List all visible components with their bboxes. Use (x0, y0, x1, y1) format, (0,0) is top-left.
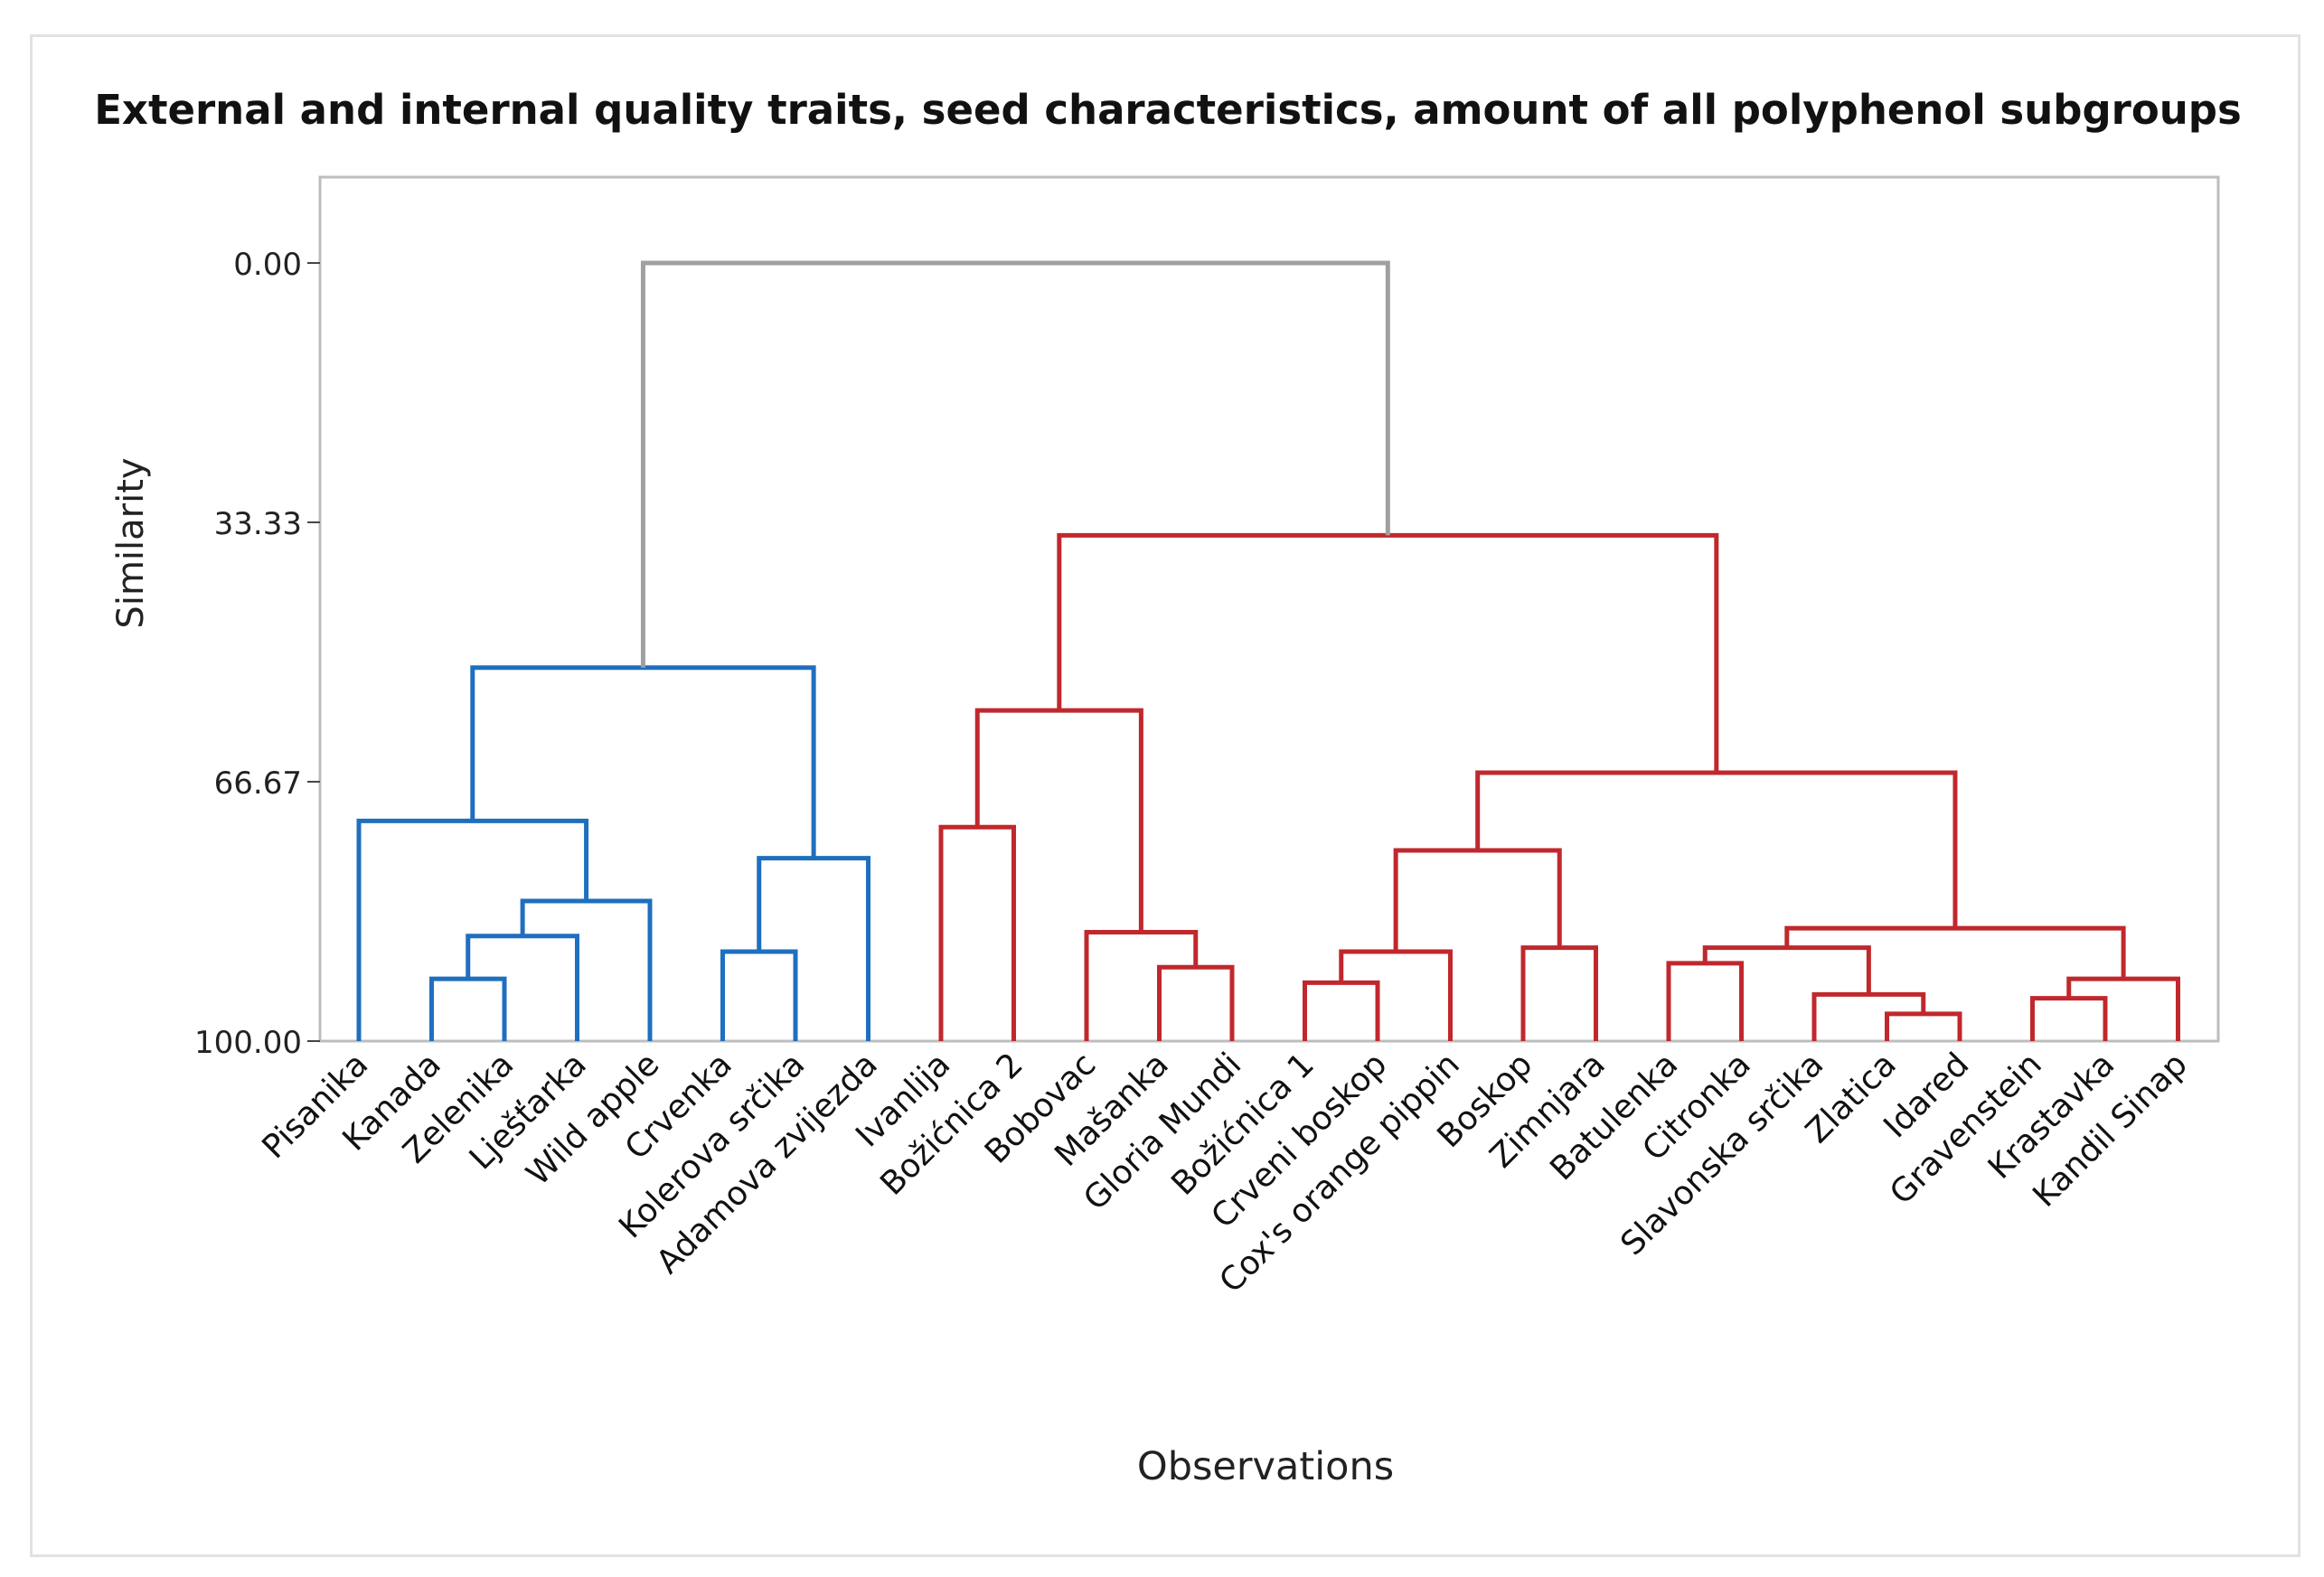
dendrogram-link (356, 818, 589, 1041)
y-tick-label: 100.00 (194, 1025, 302, 1061)
dendrogram-chart: External and internal quality traits, se… (94, 86, 2242, 1489)
dendrogram-link (1084, 929, 1199, 1041)
y-tick-label: 33.33 (214, 506, 302, 542)
y-tick-label: 66.67 (214, 765, 302, 802)
chart-title: External and internal quality traits, se… (94, 86, 2242, 134)
dendrogram-link (1393, 848, 1562, 952)
x-axis-label: Observations (1137, 1444, 1394, 1489)
dendrogram-link (1702, 945, 1871, 995)
dendrogram-link (640, 260, 1390, 668)
dendrogram-link (470, 665, 816, 859)
dendrogram-link (520, 898, 653, 1041)
dendrogram-link (1784, 925, 2126, 980)
dendrogram-link (1339, 949, 1453, 1041)
dendrogram-link (1885, 1011, 1962, 1041)
dendrogram-link (1811, 991, 1926, 1041)
dendrogram-link (466, 934, 579, 1041)
y-axis-ticks: 0.00 33.33 66.67 100.00 (194, 247, 320, 1061)
dendrogram-link (1666, 961, 1744, 1041)
dendrogram-link (2030, 996, 2108, 1041)
dendrogram-link (2066, 976, 2180, 1041)
y-axis-label: Similarity (110, 457, 152, 628)
dendrogram-link (720, 949, 798, 1041)
dendrogram-link (429, 976, 507, 1041)
plot-area-frame (318, 175, 2220, 1043)
dendrogram-link (974, 708, 1143, 933)
y-tick-label: 0.00 (233, 247, 302, 283)
dendrogram-link (1057, 532, 1719, 773)
dendrogram-link (938, 824, 1016, 1041)
chart-figure: External and internal quality traits, se… (30, 34, 2300, 1557)
dendrogram-link (1157, 964, 1235, 1041)
dendrogram-link (1303, 980, 1380, 1041)
dendrogram-links (356, 260, 2180, 1041)
dendrogram-link (1520, 945, 1598, 1041)
